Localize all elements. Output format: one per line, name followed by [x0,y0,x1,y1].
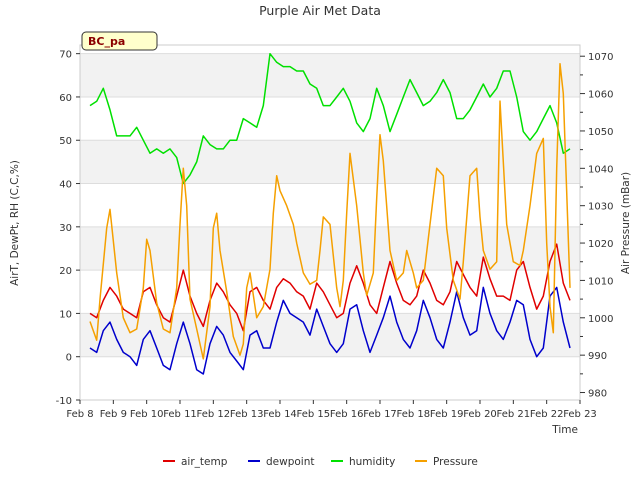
x-tick-label: Feb 9 [100,409,127,420]
x-tick-label: Feb 22 [530,409,564,420]
y-tick-label-left: 20 [59,266,72,277]
chart-title: Purple Air Met Data [259,3,381,18]
y-tick-label-right: 1060 [588,90,613,101]
y-tick-label-left: 30 [59,223,72,234]
y-tick-label-right: 990 [588,351,607,362]
site-badge-box [81,31,158,51]
y-tick-label-right: 980 [588,389,607,400]
x-tick-label: Feb 14 [263,409,297,420]
y-tick-label-right: 1070 [588,52,613,63]
x-tick-label: Feb 23 [563,409,597,420]
x-tick-label: Feb 12 [197,409,231,420]
y-axis-left-label: AirT, DewPt, RH (C,C,%) [9,160,21,286]
site-badge: BC_pa [81,31,158,51]
y-tick-label-left: 10 [59,309,72,320]
grid-band [80,140,580,184]
y-axis-right-label: Air Pressure (mBar) [620,172,632,274]
y-tick-label-left: 40 [59,180,72,191]
y-tick-label-right: 1030 [588,202,613,213]
x-tick-label: Feb 17 [363,409,397,420]
legend: air_temp dewpoint humidity Pressure [163,456,478,468]
grid-band [80,53,580,97]
x-tick-label: Feb 20 [463,409,497,420]
x-tick-label: Feb 21 [497,409,531,420]
series-line-pressure [89,62,571,360]
x-tick-label: Feb 13 [230,409,264,420]
y-tick-label-right: 1050 [588,127,613,138]
x-axis: Feb 8 Feb 9 Feb 10 Feb 11 Feb 12 Feb 13 Feb 14… [66,400,597,420]
grid-band [80,313,580,357]
series-line-dewpoint [89,286,571,375]
legend-label: humidity [349,456,395,468]
site-badge-label: BC_pa [88,35,125,48]
plot-frame [79,44,581,401]
y-tick-label-left: 60 [59,93,72,104]
series-line-air-temp [89,243,571,332]
series-layer [89,52,571,375]
left-axis: -10 0 10 20 30 40 50 60 70 [56,50,80,407]
y-tick-label-left: 70 [59,50,72,61]
x-axis-label: Time [551,424,578,436]
y-tick-label-left: 0 [66,353,72,364]
legend-label: dewpoint [266,456,315,468]
x-tick-label: Feb 11 [163,409,197,420]
y-tick-label-right: 1010 [588,276,613,287]
y-tick-label-right: 1020 [588,239,613,250]
x-tick-label: Feb 16 [330,409,364,420]
series-line-humidity [89,52,571,185]
y-tick-label-right: 1040 [588,164,613,175]
x-tick-label: Feb 8 [66,409,93,420]
y-tick-label-right: 1000 [588,314,613,325]
y-tick-label-left: -10 [56,396,72,407]
x-tick-label: Feb 18 [397,409,431,420]
x-tick-label: Feb 19 [430,409,464,420]
x-tick-label: Feb 10 [130,409,164,420]
legend-label: Pressure [433,456,478,468]
grid-bands [80,53,580,357]
y-tick-label-left: 50 [59,136,72,147]
legend-label: air_temp [181,456,228,468]
right-axis: 980 990 1000 1010 1020 1030 1040 1050 1060 1070 [580,52,613,400]
x-tick-label: Feb 15 [297,409,331,420]
grid-band [80,226,580,271]
